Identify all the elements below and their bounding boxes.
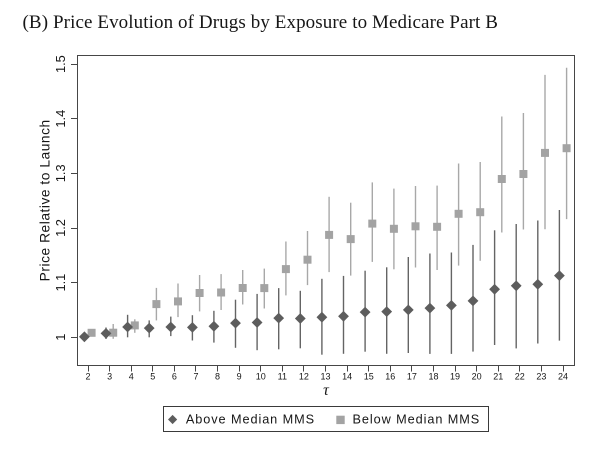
- svg-text:Below Median MMS: Below Median MMS: [353, 412, 481, 426]
- svg-text:9: 9: [237, 371, 242, 381]
- svg-text:16: 16: [385, 371, 395, 381]
- svg-text:Price Relative to Launch: Price Relative to Launch: [38, 119, 53, 281]
- svg-text:τ: τ: [323, 382, 330, 399]
- svg-text:1: 1: [53, 334, 68, 341]
- svg-text:(B) Price Evolution of Drugs b: (B) Price Evolution of Drugs by Exposure…: [23, 12, 499, 33]
- svg-text:18: 18: [428, 371, 438, 381]
- svg-text:1.1: 1.1: [53, 274, 68, 292]
- svg-text:19: 19: [450, 371, 460, 381]
- svg-text:1.4: 1.4: [53, 110, 68, 128]
- svg-text:22: 22: [515, 371, 525, 381]
- svg-text:14: 14: [342, 371, 352, 381]
- svg-text:8: 8: [215, 371, 220, 381]
- svg-text:3: 3: [107, 371, 112, 381]
- svg-text:1.2: 1.2: [53, 219, 68, 237]
- svg-text:12: 12: [299, 371, 309, 381]
- svg-text:15: 15: [364, 371, 374, 381]
- svg-text:2: 2: [85, 371, 90, 381]
- svg-text:1.3: 1.3: [53, 164, 68, 182]
- svg-text:20: 20: [472, 371, 482, 381]
- svg-text:10: 10: [256, 371, 266, 381]
- svg-text:5: 5: [150, 371, 155, 381]
- svg-text:Above Median MMS: Above Median MMS: [186, 412, 315, 426]
- svg-text:21: 21: [493, 371, 503, 381]
- svg-text:4: 4: [129, 371, 134, 381]
- svg-text:17: 17: [407, 371, 417, 381]
- svg-text:24: 24: [558, 371, 568, 381]
- svg-text:23: 23: [536, 371, 546, 381]
- svg-text:6: 6: [172, 371, 177, 381]
- svg-text:7: 7: [193, 371, 198, 381]
- svg-text:11: 11: [278, 371, 287, 381]
- svg-text:13: 13: [320, 371, 330, 381]
- svg-text:1.5: 1.5: [53, 55, 68, 73]
